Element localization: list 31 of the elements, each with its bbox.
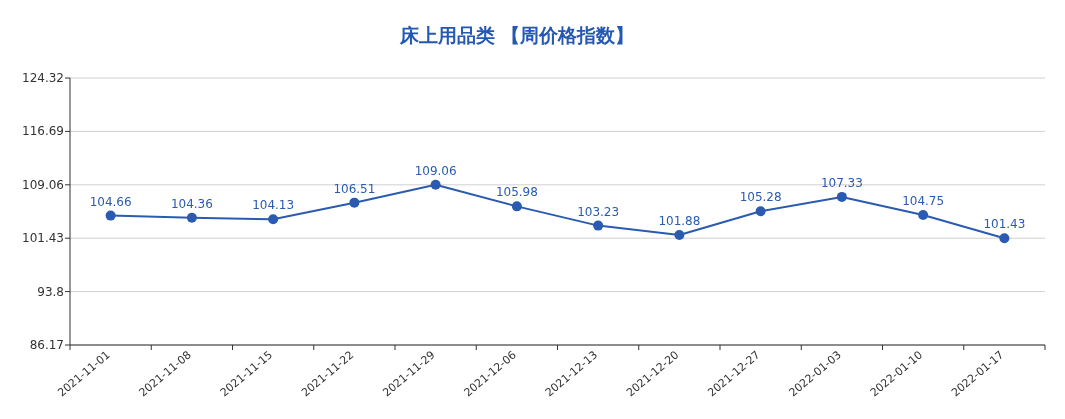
point	[268, 214, 279, 225]
data-label: 105.28	[739, 190, 782, 205]
data-label: 104.36	[170, 196, 213, 211]
data-label: 101.43	[983, 217, 1026, 232]
point	[349, 197, 360, 208]
point	[105, 210, 116, 221]
y-tick-label: 93.8	[37, 284, 64, 299]
point	[430, 179, 441, 190]
y-tick-label: 124.32	[22, 71, 64, 85]
point	[999, 233, 1010, 244]
data-label: 104.13	[252, 198, 295, 213]
data-label: 107.33	[820, 175, 863, 190]
data-label: 101.88	[658, 214, 701, 229]
data-label: 105.98	[495, 185, 538, 200]
y-tick-label: 86.17	[29, 338, 64, 352]
data-label: 104.66	[89, 194, 132, 209]
point	[674, 230, 685, 241]
data-label: 106.51	[333, 181, 376, 196]
chart-title: 床上用品类 【周价格指数】	[398, 24, 635, 46]
point	[836, 191, 847, 202]
y-tick-label: 109.06	[22, 177, 64, 192]
point	[755, 206, 766, 217]
y-tick-label: 101.43	[22, 231, 64, 246]
point	[918, 209, 929, 220]
point	[511, 201, 522, 212]
point	[593, 220, 604, 231]
data-label: 109.06	[414, 163, 457, 178]
data-label: 103.23	[577, 204, 620, 219]
data-label: 104.75	[902, 193, 945, 208]
y-tick-label: 116.69	[22, 124, 64, 139]
point	[186, 212, 197, 223]
